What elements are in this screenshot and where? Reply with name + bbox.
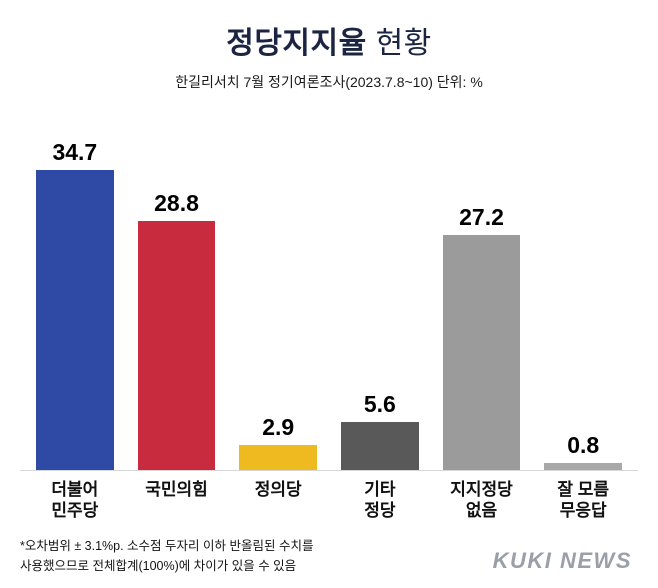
chart-footer: *오차범위 ± 3.1%p. 소수점 두자리 이하 반올림된 수치를 사용했으므…	[20, 537, 638, 576]
category-label: 기타 정당	[364, 479, 396, 520]
page-title-main: 정당지지율	[226, 27, 367, 60]
bar-value-label: 2.9	[262, 413, 295, 440]
category-label: 지지정당 없음	[450, 479, 513, 520]
bar-value-label: 27.2	[459, 203, 504, 230]
bar	[239, 444, 318, 470]
page-title-sub: 현황	[375, 27, 432, 60]
bar	[442, 234, 521, 470]
bar-chart: 34.7 28.8 2.9 5.6 27.2 0.8 더불어 민주당 국민의힘 정의당 기타 정…	[20, 98, 638, 521]
bar-column: 34.7	[36, 139, 114, 470]
bar	[137, 220, 216, 470]
bar	[544, 462, 623, 470]
bar-column: 27.2	[442, 203, 521, 470]
kuki-news-logo: KUKI NEWS	[492, 548, 632, 573]
category-label: 국민의힘	[145, 479, 208, 499]
page-title: 정당지지율 현황	[20, 18, 638, 62]
bar-column: 28.8	[137, 189, 216, 470]
bar	[341, 421, 419, 470]
bar-value-label: 5.6	[363, 390, 396, 417]
bar	[36, 169, 114, 470]
bar-value-label: 34.7	[52, 138, 98, 165]
chart-subtitle: 한길리서치 7월 정기여론조사(2023.7.8~10) 단위: %	[175, 74, 483, 90]
bar-value-label: 28.8	[154, 189, 199, 216]
bar-column: 0.8	[544, 431, 623, 470]
bar-chart-category-axis: 더불어 민주당 국민의힘 정의당 기타 정당 지지정당 없음 잘 모름 무응답	[20, 479, 638, 522]
category-label: 더불어 민주당	[51, 479, 99, 520]
bar-value-label: 0.8	[567, 431, 600, 458]
bar-column: 5.6	[341, 391, 419, 470]
category-label: 정의당	[254, 479, 302, 499]
category-label: 잘 모름 무응답	[557, 479, 610, 520]
bar-column: 2.9	[239, 413, 318, 470]
bar-chart-plot-area: 34.7 28.8 2.9 5.6 27.2 0.8	[20, 139, 638, 471]
footnote: *오차범위 ± 3.1%p. 소수점 두자리 이하 반올림된 수치를 사용했으므…	[20, 539, 314, 573]
chart-header: 정당지지율 현황 한길리서치 7월 정기여론조사(2023.7.8~10) 단위…	[20, 18, 638, 92]
